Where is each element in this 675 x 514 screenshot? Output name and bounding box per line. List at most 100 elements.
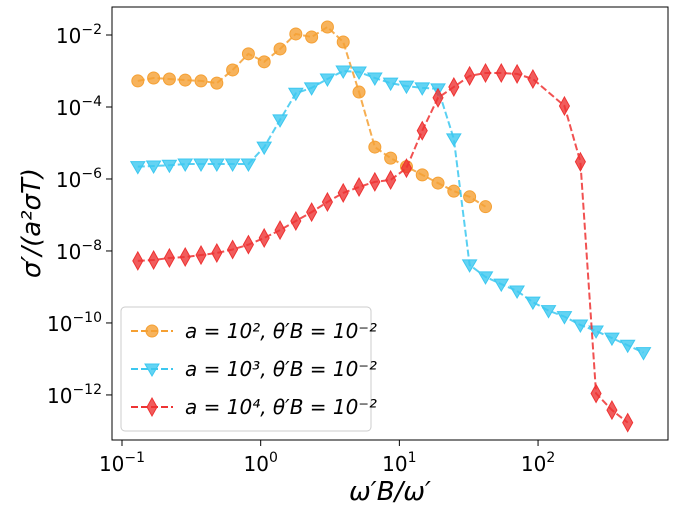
legend-label: a = 10³, θ′B = 10⁻² <box>185 357 377 381</box>
marker <box>195 245 207 266</box>
legend-label: a = 10⁴, θ′B = 10⁻² <box>185 395 377 419</box>
marker <box>240 158 257 173</box>
marker <box>382 77 399 92</box>
x-tick-label-base: 10 <box>382 452 407 476</box>
marker <box>146 396 158 418</box>
y-tick-label-exp: −8 <box>81 238 102 254</box>
x-tick-label-base: 10 <box>243 452 268 476</box>
marker <box>511 63 523 84</box>
marker <box>461 259 478 273</box>
y-tick-label-base: 10 <box>47 312 72 336</box>
marker <box>163 247 175 268</box>
marker <box>257 55 271 69</box>
marker <box>194 74 208 88</box>
marker <box>211 242 223 263</box>
y-tick-label: 10−6 <box>56 166 102 192</box>
y-tick-label: 10−4 <box>56 94 102 120</box>
marker <box>241 47 255 61</box>
marker <box>353 176 365 197</box>
marker <box>303 82 320 96</box>
marker <box>351 66 367 80</box>
marker <box>305 30 319 44</box>
marker <box>464 65 476 86</box>
x-tick-label: 102 <box>521 450 555 476</box>
x-tick-label-exp: 1 <box>408 450 417 466</box>
marker <box>179 246 191 268</box>
marker <box>352 85 366 99</box>
y-tick-label: 10−8 <box>56 238 102 264</box>
marker <box>398 80 415 95</box>
marker <box>558 95 571 116</box>
marker <box>572 319 589 333</box>
y-tick-label-exp: −2 <box>81 22 102 38</box>
marker <box>384 151 398 165</box>
y-tick-label-base: 10 <box>56 24 81 48</box>
marker <box>606 400 618 421</box>
y-tick-label-exp: −10 <box>72 310 102 326</box>
marker <box>479 200 493 214</box>
marker <box>287 87 304 102</box>
marker <box>556 311 573 325</box>
y-tick-label-base: 10 <box>56 96 81 120</box>
legend-label: a = 10², θ′B = 10⁻² <box>185 319 377 343</box>
x-tick-label-exp: 0 <box>269 450 278 466</box>
y-tick-label-base: 10 <box>56 168 81 192</box>
x-axis-label: ω′B/ω′ <box>349 477 431 507</box>
legend-box <box>120 306 372 432</box>
marker <box>177 158 194 173</box>
y-tick-label-base: 10 <box>56 240 81 264</box>
marker <box>622 412 634 433</box>
marker <box>289 27 303 41</box>
marker <box>320 20 334 34</box>
y-tick-label-exp: −4 <box>81 94 102 110</box>
marker <box>509 285 525 300</box>
marker <box>162 72 176 86</box>
marker <box>193 158 209 173</box>
x-tick-label: 100 <box>243 450 277 476</box>
marker <box>477 271 494 285</box>
marker <box>145 324 159 338</box>
series-line <box>137 69 644 354</box>
marker <box>414 82 431 96</box>
marker <box>129 161 146 175</box>
marker <box>540 305 557 319</box>
marker <box>242 234 254 255</box>
marker <box>416 120 428 141</box>
marker <box>445 133 462 147</box>
marker <box>369 171 381 192</box>
x-tick-label: 10−1 <box>99 450 145 476</box>
marker <box>635 347 652 361</box>
marker <box>479 62 492 84</box>
marker <box>290 210 302 232</box>
marker <box>495 62 507 84</box>
marker <box>227 239 239 260</box>
marker <box>321 191 334 212</box>
marker <box>493 278 510 293</box>
marker <box>272 114 288 128</box>
marker <box>258 227 270 248</box>
marker <box>274 220 286 241</box>
marker <box>604 332 620 347</box>
marker <box>366 72 383 86</box>
marker <box>337 182 349 203</box>
y-tick-label: 10−10 <box>47 310 102 336</box>
y-tick-label-exp: −6 <box>81 166 102 182</box>
marker <box>256 141 273 156</box>
marker <box>385 169 397 190</box>
x-tick-label-base: 10 <box>521 452 546 476</box>
marker <box>319 73 336 87</box>
marker <box>144 363 160 377</box>
marker <box>208 158 225 173</box>
marker <box>463 190 477 204</box>
marker <box>148 250 160 271</box>
marker <box>335 65 352 79</box>
y-tick-label-exp: −12 <box>72 382 102 398</box>
marker <box>224 158 241 173</box>
marker <box>210 76 224 90</box>
marker <box>574 151 586 172</box>
marker <box>447 184 461 198</box>
marker <box>400 158 413 179</box>
x-tick-label-base: 10 <box>99 452 124 476</box>
marker <box>178 73 192 87</box>
